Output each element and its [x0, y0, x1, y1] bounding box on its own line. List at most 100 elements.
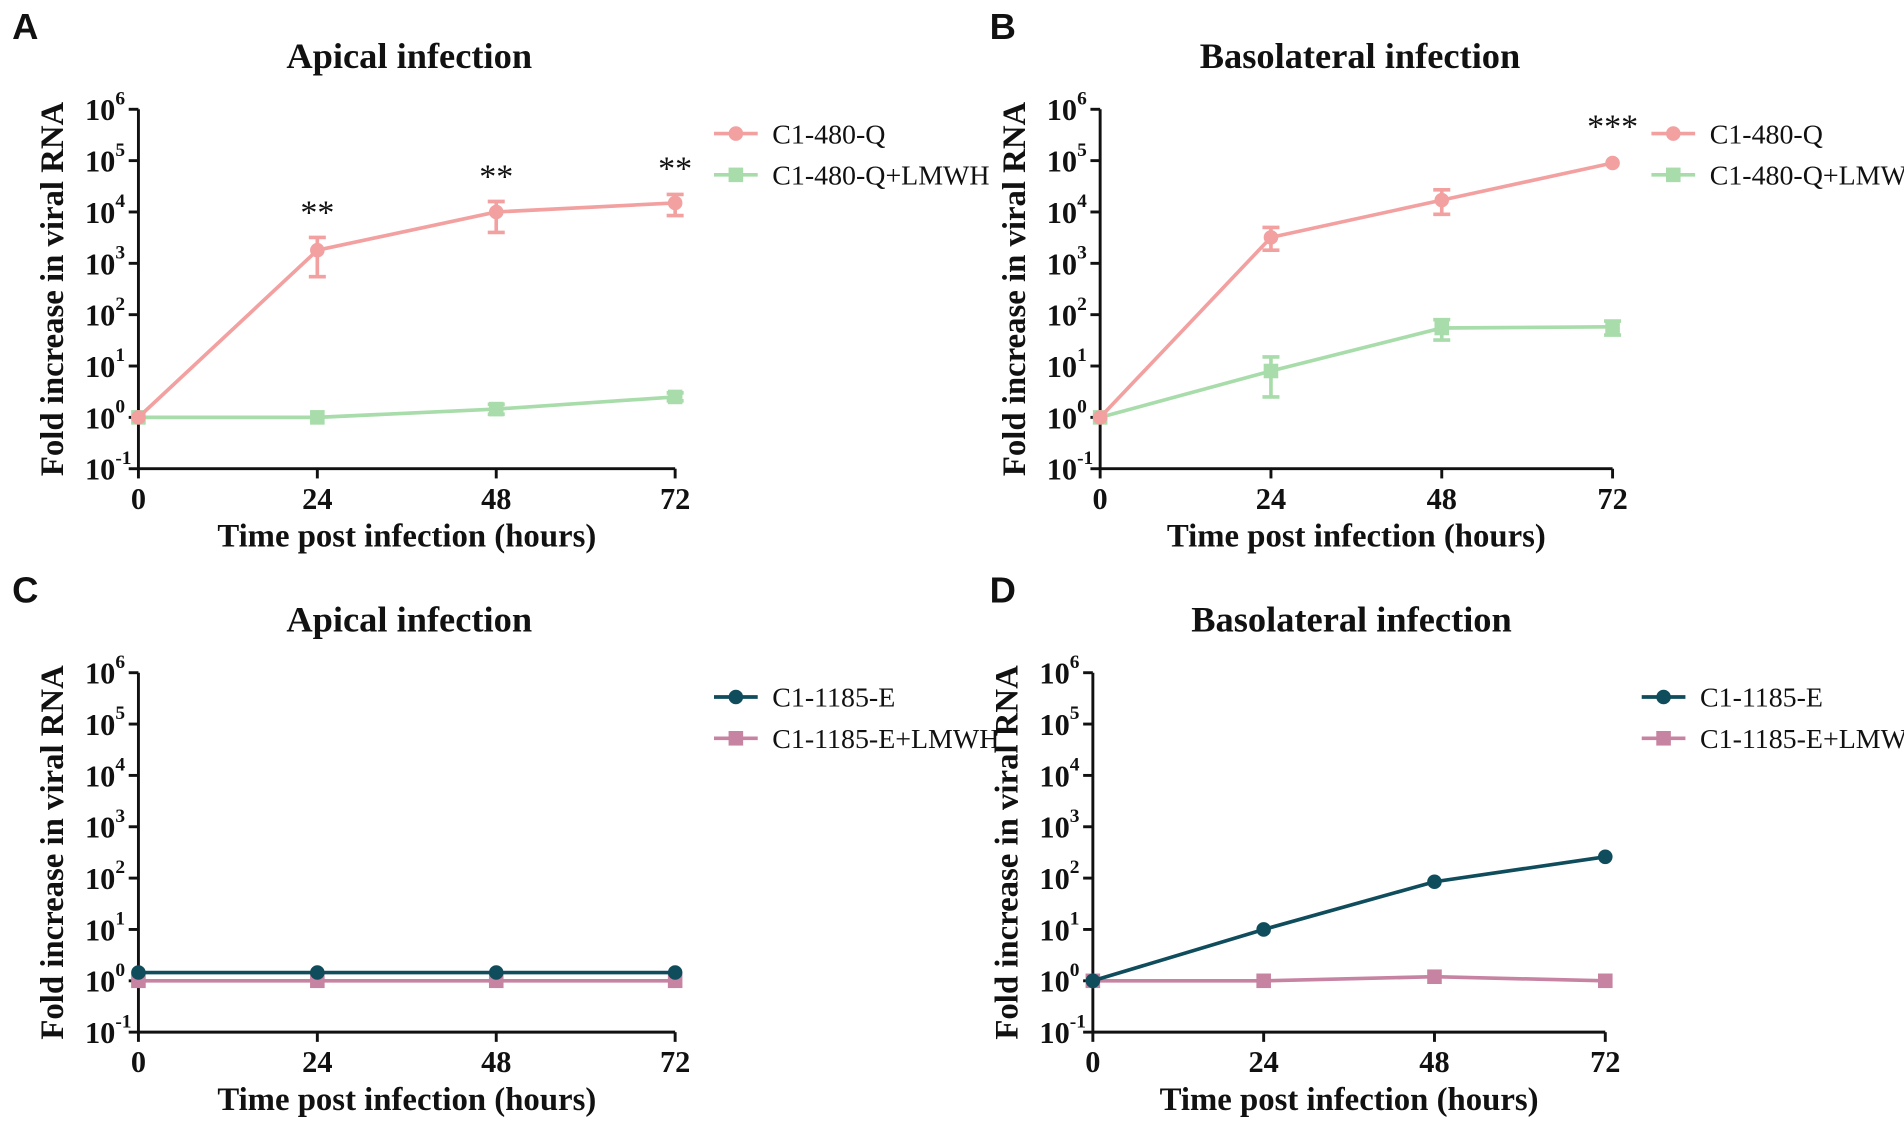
y-axis-label: Fold increase in viral RNA: [997, 101, 1033, 476]
y-tick-label: 10: [1047, 93, 1077, 127]
panel-letter: A: [12, 6, 38, 47]
chart-title: Basolateral infection: [1191, 599, 1512, 639]
legend-label: C1-1185-E+LMWH: [1700, 724, 1904, 755]
legend-item: C1-480-Q: [714, 119, 885, 150]
y-tick-label: 10: [85, 811, 115, 845]
y-tick-label: 10: [85, 708, 115, 742]
legend-item: C1-480-Q+LMWH: [714, 161, 990, 192]
legend-marker: [728, 167, 744, 183]
series-c1-480-q-lmwh: [1092, 317, 1622, 425]
y-tick-exponent: 4: [115, 191, 125, 212]
data-point: [131, 965, 146, 980]
y-tick-label: 10: [1039, 657, 1069, 691]
y-tick-exponent: 5: [115, 140, 125, 161]
y-tick-exponent: 1: [115, 909, 125, 930]
chart-title: Apical infection: [286, 36, 532, 76]
legend-marker: [728, 126, 744, 141]
data-point: [667, 195, 683, 211]
x-tick-label: 0: [131, 482, 146, 516]
y-tick-label: 10: [85, 862, 115, 896]
data-point: [1605, 319, 1620, 335]
y-axis-label: Fold increase in viral RNA: [35, 101, 71, 476]
x-axis-label: Time post infection (hours): [1160, 1082, 1539, 1118]
series-line: [1098, 161, 1613, 419]
legend-label: C1-1185-E: [1700, 683, 1823, 714]
legend-marker: [728, 731, 744, 746]
x-tick-label: 72: [1590, 1045, 1620, 1079]
x-tick-label: 72: [1597, 482, 1627, 516]
data-point: [310, 242, 325, 258]
y-tick-label: 10: [85, 145, 115, 179]
y-tick-label: 10: [85, 401, 115, 435]
data-point: [131, 410, 146, 425]
y-tick-label: 10: [85, 93, 115, 127]
y-tick-label: 10: [85, 453, 115, 487]
y-axis-label: Fold increase in viral RNA: [35, 665, 71, 1040]
series-c1-480-q-lmwh: [131, 389, 684, 425]
data-point: [1092, 410, 1108, 425]
data-point: [1598, 849, 1613, 865]
y-tick-exponent: 4: [1070, 755, 1080, 776]
legend-marker: [1666, 126, 1681, 141]
data-point: [667, 389, 683, 405]
y-tick-exponent: 2: [1070, 857, 1080, 878]
x-tick-label: 48: [1427, 482, 1457, 516]
legend-marker: [728, 689, 744, 705]
significance-label: **: [479, 158, 513, 195]
significance-label: **: [300, 194, 334, 231]
y-tick-exponent: 1: [115, 345, 125, 366]
data-point: [310, 410, 325, 425]
series-c1-1185-e: [131, 965, 683, 980]
x-tick-label: 72: [660, 482, 690, 516]
y-tick-exponent: 5: [1070, 703, 1080, 724]
data-point: [1434, 192, 1450, 208]
x-tick-label: 24: [1256, 482, 1286, 516]
y-tick-exponent: 3: [115, 806, 125, 827]
y-tick-exponent: 3: [1070, 806, 1080, 827]
y-tick-exponent: -1: [115, 1011, 131, 1032]
legend-item: C1-1185-E: [714, 683, 895, 714]
legend-item: C1-480-Q: [1651, 119, 1823, 150]
legend-label: C1-1185-E: [772, 683, 895, 714]
data-point: [1085, 973, 1101, 989]
chart-title: Basolateral infection: [1200, 36, 1521, 76]
series-line: [1092, 854, 1606, 983]
y-tick-exponent: 0: [115, 397, 125, 418]
data-point: [1427, 969, 1442, 985]
series-c1-1185-e: [1085, 849, 1613, 989]
y-tick-exponent: -1: [1077, 448, 1093, 469]
y-tick-label: 10: [1047, 247, 1077, 281]
x-tick-label: 48: [1419, 1045, 1449, 1079]
y-tick-exponent: 5: [1077, 140, 1087, 161]
series-c1-480-q: [1092, 155, 1620, 425]
legend-label: C1-480-Q+LMWH: [772, 161, 989, 192]
y-tick-label: 10: [85, 657, 115, 691]
y-tick-label: 10: [1039, 708, 1069, 742]
y-tick-label: 10: [85, 759, 115, 793]
y-tick-label: 10: [1047, 401, 1077, 435]
y-tick-label: 10: [1039, 965, 1069, 999]
y-tick-exponent: 3: [115, 242, 125, 263]
panel-letter: D: [990, 569, 1016, 610]
legend-label: C1-480-Q: [772, 119, 885, 150]
y-tick-exponent: 1: [1077, 345, 1087, 366]
y-tick-exponent: 0: [1077, 397, 1087, 418]
y-tick-label: 10: [1039, 913, 1069, 947]
y-tick-exponent: 4: [1077, 191, 1087, 212]
x-tick-label: 24: [1248, 1045, 1278, 1079]
y-tick-label: 10: [1039, 811, 1069, 845]
y-tick-label: 10: [85, 350, 115, 384]
y-tick-exponent: 1: [1070, 909, 1080, 930]
y-tick-label: 10: [1047, 299, 1077, 333]
y-tick-exponent: 6: [1077, 88, 1087, 109]
data-point: [1256, 973, 1271, 989]
series-c1-480-q: [131, 192, 684, 425]
legend-item: C1-480-Q+LMWH: [1651, 161, 1904, 192]
legend-label: C1-1185-E+LMWH: [772, 724, 999, 755]
y-tick-exponent: -1: [1070, 1011, 1086, 1032]
y-tick-label: 10: [85, 965, 115, 999]
legend-label: C1-480-Q: [1710, 119, 1823, 150]
